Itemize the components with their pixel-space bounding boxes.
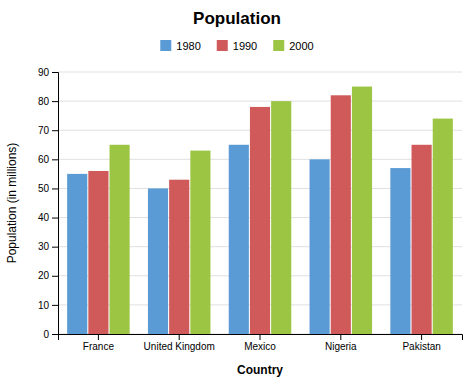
y-tick: 0 <box>43 329 58 340</box>
x-tick-label: Mexico <box>244 341 276 352</box>
y-tick-label: 50 <box>38 183 50 194</box>
bar <box>271 101 291 334</box>
legend: 1980 1990 2000 <box>160 40 313 52</box>
bar <box>169 180 189 334</box>
bar <box>229 145 249 334</box>
bar <box>390 168 410 334</box>
y-tick-mark <box>52 276 58 277</box>
chart: 0 10 20 30 40 50 60 70 80 90 France United Kingdom M… <box>0 0 474 384</box>
legend-swatch <box>160 40 171 51</box>
y-tick-label: 90 <box>38 67 50 78</box>
bar <box>110 145 130 334</box>
bar-series <box>88 95 431 334</box>
x-tick-label: France <box>83 341 115 352</box>
bar <box>190 151 210 334</box>
x-tick-mark <box>179 334 180 340</box>
y-tick: 10 <box>38 300 58 311</box>
legend-swatch <box>273 40 284 51</box>
y-tick-label: 20 <box>38 270 50 281</box>
grid <box>58 72 462 334</box>
y-tick-mark <box>52 188 58 189</box>
x-tick-mark <box>421 334 422 340</box>
legend-label: 1990 <box>233 40 257 52</box>
bar <box>352 87 372 334</box>
y-tick-mark <box>52 159 58 160</box>
bar <box>331 95 351 334</box>
x-tick-mark <box>98 334 99 340</box>
y-tick: 50 <box>38 183 58 194</box>
x-tick-label: Pakistan <box>402 341 440 352</box>
bar <box>148 188 168 334</box>
grid-line <box>58 101 462 102</box>
x-tick: United Kingdom <box>144 334 215 352</box>
y-tick-mark <box>52 218 58 219</box>
bars <box>67 87 453 334</box>
y-axis-title: Population (in millions) <box>5 143 19 264</box>
y-tick: 30 <box>38 241 58 252</box>
y-tick: 40 <box>38 212 58 223</box>
x-tick: Pakistan <box>402 334 440 352</box>
legend-item: 1990 <box>217 40 257 52</box>
plot: 0 10 20 30 40 50 60 70 80 90 France United Kingdom M… <box>38 67 463 352</box>
y-tick-label: 70 <box>38 125 50 136</box>
title: Population <box>193 9 281 28</box>
y-tick-label: 30 <box>38 241 50 252</box>
bar <box>310 159 330 334</box>
y-tick-label: 80 <box>38 96 50 107</box>
legend-item: 2000 <box>273 40 313 52</box>
bar <box>88 171 108 334</box>
legend-swatch <box>217 40 228 51</box>
y-tick-mark <box>52 334 58 335</box>
grid-line <box>58 72 462 73</box>
bar <box>67 174 87 334</box>
x-tick: Nigeria <box>325 334 357 352</box>
y-tick-mark <box>52 247 58 248</box>
legend-item: 1980 <box>160 40 200 52</box>
bar-series <box>110 87 453 334</box>
x-tick-mark <box>340 334 341 340</box>
y-tick-label: 10 <box>38 300 50 311</box>
y-tick-mark <box>52 72 58 73</box>
x-tick-mark <box>260 334 261 340</box>
x-tick-label: Nigeria <box>325 341 357 352</box>
x-axis-line <box>59 335 463 341</box>
y-tick-mark <box>52 101 58 102</box>
y-tick-mark <box>52 130 58 131</box>
bar <box>412 145 432 334</box>
x-axis: France United Kingdom Mexico Nigeria Pakista… <box>59 334 463 352</box>
legend-label: 1980 <box>176 40 200 52</box>
y-tick: 80 <box>38 96 58 107</box>
y-tick: 60 <box>38 154 58 165</box>
x-tick-label: United Kingdom <box>144 341 215 352</box>
x-axis-title: Country <box>237 363 283 377</box>
bar <box>250 107 270 334</box>
x-tick: Mexico <box>244 334 276 352</box>
y-tick-label: 40 <box>38 212 50 223</box>
y-tick-label: 0 <box>43 329 49 340</box>
legend-label: 2000 <box>289 40 313 52</box>
x-tick: France <box>83 334 115 352</box>
y-tick: 20 <box>38 270 58 281</box>
y-tick-mark <box>52 305 58 306</box>
y-axis-line <box>52 73 59 335</box>
y-tick: 90 <box>38 67 58 78</box>
y-tick: 70 <box>38 125 58 136</box>
y-axis: 0 10 20 30 40 50 60 70 80 90 <box>38 67 59 340</box>
y-tick-label: 60 <box>38 154 50 165</box>
bar <box>433 119 453 334</box>
